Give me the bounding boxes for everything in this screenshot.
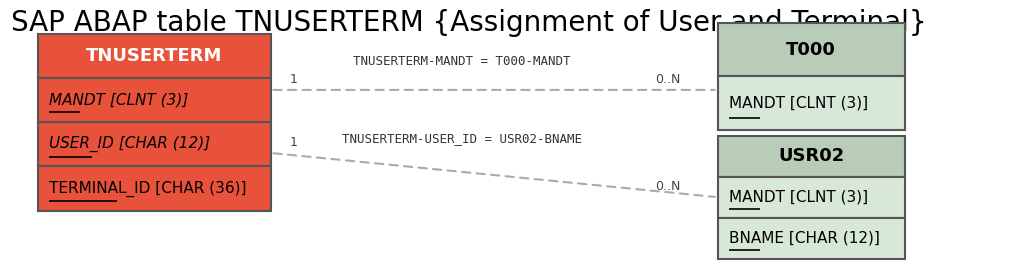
- FancyBboxPatch shape: [38, 34, 270, 78]
- FancyBboxPatch shape: [718, 218, 904, 259]
- Text: 1: 1: [289, 73, 297, 86]
- FancyBboxPatch shape: [38, 166, 270, 211]
- FancyBboxPatch shape: [718, 76, 904, 130]
- Text: 0..N: 0..N: [655, 73, 681, 86]
- Text: USER_ID [CHAR (12)]: USER_ID [CHAR (12)]: [49, 136, 210, 152]
- Text: SAP ABAP table TNUSERTERM {Assignment of User and Terminal}: SAP ABAP table TNUSERTERM {Assignment of…: [10, 9, 926, 37]
- FancyBboxPatch shape: [718, 23, 904, 76]
- FancyBboxPatch shape: [38, 122, 270, 166]
- Text: MANDT [CLNT (3)]: MANDT [CLNT (3)]: [49, 92, 189, 108]
- Text: BNAME [CHAR (12)]: BNAME [CHAR (12)]: [728, 231, 880, 246]
- Text: 0..N: 0..N: [655, 180, 681, 193]
- Text: TNUSERTERM-MANDT = T000-MANDT: TNUSERTERM-MANDT = T000-MANDT: [353, 55, 571, 68]
- Text: TNUSERTERM: TNUSERTERM: [86, 47, 223, 65]
- FancyBboxPatch shape: [718, 136, 904, 177]
- FancyBboxPatch shape: [718, 177, 904, 218]
- Text: TERMINAL_ID [CHAR (36)]: TERMINAL_ID [CHAR (36)]: [49, 180, 247, 196]
- Text: USR02: USR02: [778, 147, 844, 165]
- Text: 1: 1: [289, 136, 297, 149]
- Text: MANDT [CLNT (3)]: MANDT [CLNT (3)]: [728, 190, 868, 205]
- Text: MANDT [CLNT (3)]: MANDT [CLNT (3)]: [728, 96, 868, 111]
- Text: TNUSERTERM-USER_ID = USR02-BNAME: TNUSERTERM-USER_ID = USR02-BNAME: [342, 132, 582, 145]
- FancyBboxPatch shape: [38, 78, 270, 122]
- Text: T000: T000: [786, 41, 836, 59]
